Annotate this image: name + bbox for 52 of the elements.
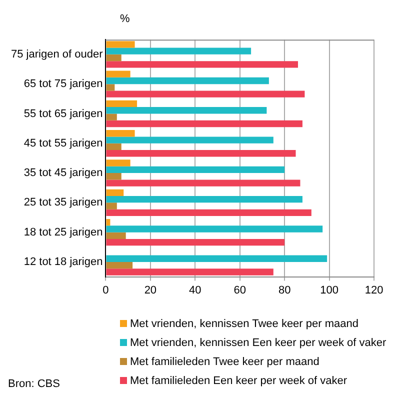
bar bbox=[106, 120, 302, 128]
y-tick-label: 75 jarigen of ouder bbox=[11, 48, 104, 60]
y-tick-label: 45 tot 55 jarigen bbox=[24, 137, 103, 150]
bar bbox=[106, 48, 252, 54]
bar bbox=[106, 238, 285, 246]
x-tick-label: 40 bbox=[189, 284, 202, 296]
x-tick-label: 60 bbox=[234, 284, 246, 296]
bar bbox=[106, 218, 110, 226]
bar bbox=[106, 84, 115, 91]
x-tick-label: 0 bbox=[102, 284, 109, 296]
bar bbox=[106, 100, 138, 108]
legend-label: Met familieleden Een keer per week of vaker bbox=[130, 374, 348, 386]
bar bbox=[106, 189, 124, 196]
bar bbox=[106, 90, 305, 98]
bar bbox=[106, 41, 135, 48]
bar bbox=[106, 61, 298, 68]
text: Bron: CBS bbox=[8, 378, 61, 390]
bar bbox=[106, 54, 122, 62]
y-tick-label: 55 tot 65 jarigen bbox=[24, 108, 103, 120]
y-tick-label: 65 tot 75 jarigen bbox=[24, 78, 103, 90]
bar bbox=[106, 232, 126, 239]
bar bbox=[106, 160, 130, 166]
bar bbox=[106, 136, 274, 144]
x-axis-title: % bbox=[119, 12, 131, 27]
bar bbox=[106, 202, 117, 210]
bar bbox=[106, 255, 328, 262]
legend-label: Met vrienden, kennissen Een keer per week of vaker bbox=[130, 336, 386, 348]
bar bbox=[106, 173, 122, 180]
bar bbox=[106, 166, 285, 174]
bar bbox=[106, 143, 122, 150]
bar bbox=[106, 196, 302, 203]
bar bbox=[106, 150, 296, 157]
bar bbox=[106, 77, 269, 84]
legend-label: Met vrienden, kennissen Twee keer per maand bbox=[130, 318, 358, 330]
bar bbox=[106, 226, 323, 232]
bar bbox=[106, 180, 300, 186]
bar bbox=[106, 114, 117, 120]
x-tick-label: 120 bbox=[364, 284, 384, 296]
y-tick-label: 18 tot 25 jarigen bbox=[24, 226, 103, 238]
x-tick-label: 20 bbox=[144, 284, 157, 296]
bar bbox=[106, 70, 130, 78]
legend-label: Met familieleden Twee keer per maand bbox=[130, 356, 320, 368]
x-tick-label: 100 bbox=[320, 284, 338, 296]
bar bbox=[106, 262, 133, 269]
y-tick-label: 35 tot 45 jarigen bbox=[24, 167, 103, 180]
bar bbox=[106, 107, 267, 114]
y-tick-label: 12 tot 18 jarigen bbox=[24, 256, 103, 268]
bar bbox=[106, 130, 135, 137]
bar bbox=[106, 268, 274, 276]
y-tick-label: 25 tot 35 jarigen bbox=[24, 196, 103, 209]
bar bbox=[106, 209, 312, 216]
x-tick-label: 80 bbox=[278, 284, 291, 296]
